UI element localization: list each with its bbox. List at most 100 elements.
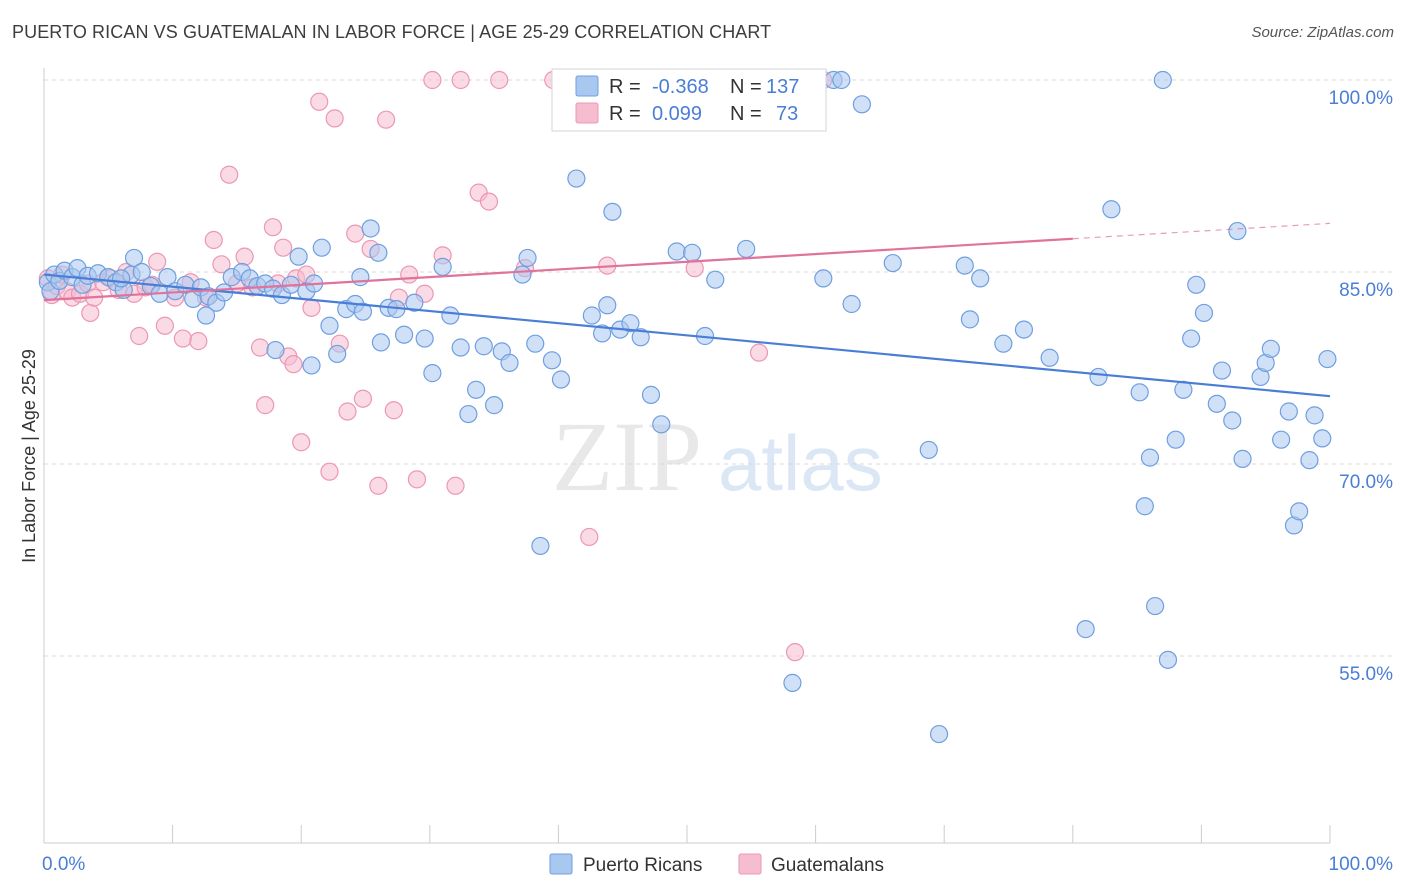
point-guatemalans [338, 402, 357, 421]
point-puerto-ricans [1279, 402, 1298, 421]
legend-r-label-pink: R = [609, 103, 641, 125]
point-puerto-ricans [955, 256, 974, 275]
point-puerto-ricans [994, 334, 1013, 353]
point-puerto-ricans [328, 344, 347, 364]
point-puerto-ricans [112, 269, 131, 288]
point-puerto-ricans [312, 238, 331, 257]
point-puerto-ricans [667, 242, 686, 261]
legend-n-label-blue: N = [730, 76, 762, 98]
point-puerto-ricans [1212, 361, 1232, 380]
legend-bottom-label-pink: Guatemalans [771, 855, 884, 876]
point-puerto-ricans [1158, 650, 1178, 669]
point-puerto-ricans [405, 293, 424, 312]
point-puerto-ricans [542, 351, 562, 370]
point-puerto-ricans [1130, 383, 1149, 402]
y-tick-label: 70.0% [1339, 472, 1393, 493]
trend-line-guatemalans-extension [1072, 222, 1331, 240]
point-puerto-ricans [132, 262, 151, 282]
point-puerto-ricans [551, 370, 571, 389]
point-puerto-ricans [1076, 620, 1095, 639]
point-guatemalans [325, 109, 344, 128]
point-guatemalans [155, 316, 174, 335]
point-puerto-ricans [814, 269, 833, 288]
point-guatemalans [785, 643, 805, 662]
point-puerto-ricans [1153, 70, 1172, 90]
point-guatemalans [274, 238, 293, 257]
correlation-legend: R = -0.368 N = 137 R = 0.099 N = 73 [551, 68, 827, 132]
point-puerto-ricans [1233, 449, 1252, 468]
legend-bottom-swatch-pink [738, 853, 762, 875]
point-puerto-ricans [883, 253, 902, 273]
point-puerto-ricans [1272, 430, 1291, 449]
point-puerto-ricans [289, 247, 308, 266]
point-puerto-ricans [631, 328, 650, 347]
legend-bottom-label-blue: Puerto Ricans [583, 855, 702, 876]
x-axis-ticks [43, 825, 1331, 843]
legend-swatch-pink [575, 102, 599, 124]
trend-line-puerto-ricans [43, 273, 1331, 398]
point-puerto-ricans [196, 306, 216, 325]
legend-n-value-blue: 137 [766, 76, 799, 98]
x-tick-label-min: 0.0% [42, 854, 85, 875]
point-puerto-ricans [783, 673, 802, 692]
point-puerto-ricans [832, 70, 851, 90]
point-puerto-ricans [593, 324, 612, 343]
point-puerto-ricans [582, 306, 601, 325]
trend-lines [43, 222, 1331, 398]
point-puerto-ricans [567, 169, 586, 188]
legend-r-value-blue: -0.368 [652, 76, 709, 98]
point-puerto-ricans [371, 333, 391, 352]
legend-r-label-blue: R = [609, 76, 641, 98]
point-puerto-ricans [1140, 448, 1160, 467]
point-guatemalans [407, 470, 427, 489]
point-guatemalans [400, 265, 419, 284]
point-puerto-ricans [1187, 275, 1206, 294]
point-puerto-ricans [1228, 221, 1247, 241]
point-puerto-ricans [466, 380, 486, 399]
point-guatemalans [749, 343, 769, 362]
series-legend: Puerto Ricans Guatemalans [549, 853, 884, 876]
point-guatemalans [384, 401, 403, 420]
point-guatemalans [423, 70, 442, 90]
legend-n-value-pink: 73 [776, 103, 798, 125]
point-puerto-ricans [485, 396, 504, 415]
point-puerto-ricans [1194, 303, 1214, 323]
point-guatemalans [310, 92, 329, 111]
point-guatemalans [580, 527, 599, 547]
point-puerto-ricans [1207, 394, 1226, 413]
watermark-zip: ZIP [552, 401, 702, 512]
point-puerto-ricans [1014, 320, 1034, 339]
point-guatemalans [263, 218, 283, 237]
point-guatemalans [173, 329, 192, 348]
point-puerto-ricans [960, 310, 980, 329]
legend-n-label-pink: N = [730, 103, 762, 125]
point-guatemalans [81, 303, 100, 323]
point-guatemalans [490, 70, 509, 90]
y-tick-labels: 55.0% 70.0% 85.0% 100.0% [1329, 88, 1394, 685]
point-puerto-ricans [474, 337, 493, 356]
point-puerto-ricans [852, 95, 871, 114]
point-puerto-ricans [1182, 329, 1201, 348]
point-puerto-ricans [433, 257, 452, 276]
point-puerto-ricans [526, 334, 545, 353]
point-puerto-ricans [513, 265, 532, 284]
point-guatemalans [451, 70, 470, 90]
point-guatemalans [130, 326, 149, 346]
source-credit: Source: ZipAtlas.com [1251, 24, 1394, 41]
point-puerto-ricans [361, 219, 380, 238]
point-puerto-ricans [598, 296, 617, 315]
point-puerto-ricans [621, 314, 640, 333]
point-puerto-ricans [1223, 411, 1242, 430]
point-puerto-ricans [353, 302, 373, 321]
point-puerto-ricans [1305, 406, 1324, 425]
point-puerto-ricans [1261, 339, 1280, 358]
point-puerto-ricans [1166, 430, 1185, 449]
point-puerto-ricans [1102, 200, 1121, 219]
point-puerto-ricans [369, 243, 388, 262]
point-puerto-ricans [441, 306, 460, 325]
point-puerto-ricans [518, 248, 537, 268]
chart-title: PUERTO RICAN VS GUATEMALAN IN LABOR FORC… [12, 22, 772, 42]
point-guatemalans [250, 338, 270, 357]
point-puerto-ricans [603, 202, 622, 221]
